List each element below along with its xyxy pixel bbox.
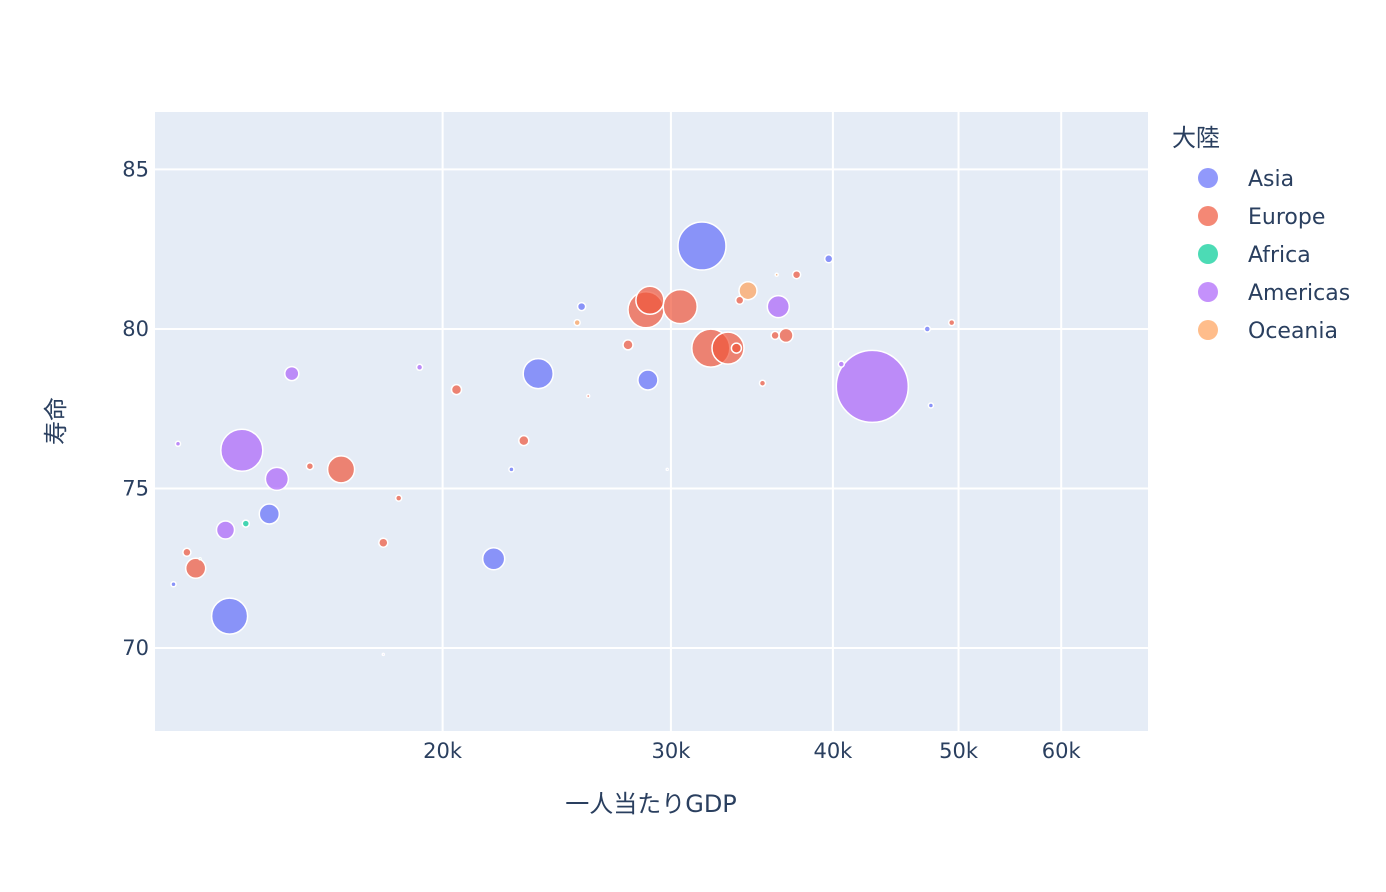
marker-americas-6[interactable] xyxy=(415,363,424,372)
marker-americas-4[interactable] xyxy=(284,365,300,382)
legend-items[interactable]: Asia Europe Africa Americas Oceania xyxy=(1198,167,1350,344)
x-tick-label-50k: 50k xyxy=(939,739,979,763)
marker-europe-7[interactable] xyxy=(518,434,530,447)
marker-europe-12[interactable] xyxy=(662,288,698,325)
marker-europe-18[interactable] xyxy=(770,330,780,341)
y-tick-label-85: 85 xyxy=(122,157,149,181)
marker-americas-3[interactable] xyxy=(264,466,290,492)
marker-asia-12[interactable] xyxy=(665,467,669,472)
legend-title: 大陸 xyxy=(1172,124,1220,152)
marker-europe-5[interactable] xyxy=(394,494,403,502)
marker-europe-8[interactable] xyxy=(585,393,591,399)
marker-europe-4[interactable] xyxy=(378,537,389,548)
x-tick-label-20k: 20k xyxy=(423,739,463,763)
y-tick-label-75: 75 xyxy=(122,477,149,501)
grid-lines xyxy=(155,112,1148,731)
y-axis-title: 寿命 xyxy=(42,397,70,445)
legend-marker-europe xyxy=(1198,206,1218,226)
y-tick-label-80: 80 xyxy=(122,317,149,341)
marker-africa-1[interactable] xyxy=(241,519,251,528)
legend-label-europe: Europe xyxy=(1248,205,1325,230)
marker-oceania-1[interactable] xyxy=(738,280,758,301)
marker-europe-1[interactable] xyxy=(184,557,207,580)
legend-item-europe[interactable]: Europe xyxy=(1198,205,1325,230)
marker-oceania-0[interactable] xyxy=(573,318,581,327)
legend-label-oceania: Oceania xyxy=(1248,319,1338,344)
marker-americas-1[interactable] xyxy=(215,520,236,540)
marker-asia-0[interactable] xyxy=(170,580,177,588)
marker-americas-5[interactable] xyxy=(381,652,386,657)
plot-background xyxy=(155,112,1148,731)
marker-americas-7[interactable] xyxy=(766,294,791,319)
marker-europe-20[interactable] xyxy=(791,269,802,280)
marker-asia-6[interactable] xyxy=(576,301,587,312)
marker-europe-14[interactable] xyxy=(711,331,745,365)
marker-europe-3[interactable] xyxy=(326,455,356,484)
markers[interactable] xyxy=(170,221,956,657)
marker-asia-7[interactable] xyxy=(637,369,659,391)
legend-item-oceania[interactable]: Oceania xyxy=(1198,319,1338,344)
legend-label-africa: Africa xyxy=(1248,243,1311,268)
legend-label-americas: Americas xyxy=(1248,281,1350,306)
marker-americas-0[interactable] xyxy=(174,440,182,448)
tick-labels: 20k 30k 40k 50k 60k 70 75 80 85 xyxy=(122,157,1081,763)
marker-americas-9[interactable] xyxy=(835,349,910,424)
marker-africa-0[interactable] xyxy=(198,556,202,561)
legend-marker-asia xyxy=(1198,168,1218,188)
legend-label-asia: Asia xyxy=(1248,167,1294,192)
marker-europe-17[interactable] xyxy=(758,379,767,387)
marker-europe-19[interactable] xyxy=(778,327,794,344)
marker-europe-9[interactable] xyxy=(622,339,634,351)
marker-asia-11[interactable] xyxy=(927,402,935,409)
x-tick-label-30k: 30k xyxy=(651,739,691,763)
y-tick-label-70: 70 xyxy=(122,636,149,660)
legend-marker-africa xyxy=(1198,244,1218,264)
marker-asia-10[interactable] xyxy=(923,325,932,333)
marker-asia-9[interactable] xyxy=(823,254,834,264)
legend-marker-americas xyxy=(1198,282,1218,302)
x-axis-title: 一人当たりGDP xyxy=(565,790,737,818)
marker-europe-11[interactable] xyxy=(635,285,665,316)
marker-americas-2[interactable] xyxy=(220,428,264,472)
marker-asia-8[interactable] xyxy=(677,221,727,271)
x-tick-label-40k: 40k xyxy=(813,739,853,763)
marker-europe-0[interactable] xyxy=(182,547,192,558)
legend-item-americas[interactable]: Americas xyxy=(1198,281,1350,306)
x-tick-label-60k: 60k xyxy=(1042,739,1082,763)
legend-item-africa[interactable]: Africa xyxy=(1198,243,1311,268)
legend-marker-oceania xyxy=(1198,320,1218,340)
marker-oceania-2[interactable] xyxy=(774,272,779,277)
marker-americas-8[interactable] xyxy=(837,360,846,368)
marker-asia-1[interactable] xyxy=(210,597,249,635)
legend-item-asia[interactable]: Asia xyxy=(1198,167,1294,192)
marker-europe-16[interactable] xyxy=(734,295,745,306)
legend[interactable]: 大陸 Asia Europe Africa Americas Oceania xyxy=(1172,124,1350,344)
marker-europe-15[interactable] xyxy=(730,342,743,354)
marker-europe-6[interactable] xyxy=(450,383,463,396)
marker-europe-2[interactable] xyxy=(305,461,315,471)
marker-europe-21[interactable] xyxy=(947,318,956,327)
marker-asia-3[interactable] xyxy=(481,546,506,571)
marker-asia-4[interactable] xyxy=(508,466,515,473)
marker-asia-2[interactable] xyxy=(258,503,281,525)
marker-asia-5[interactable] xyxy=(522,357,554,390)
